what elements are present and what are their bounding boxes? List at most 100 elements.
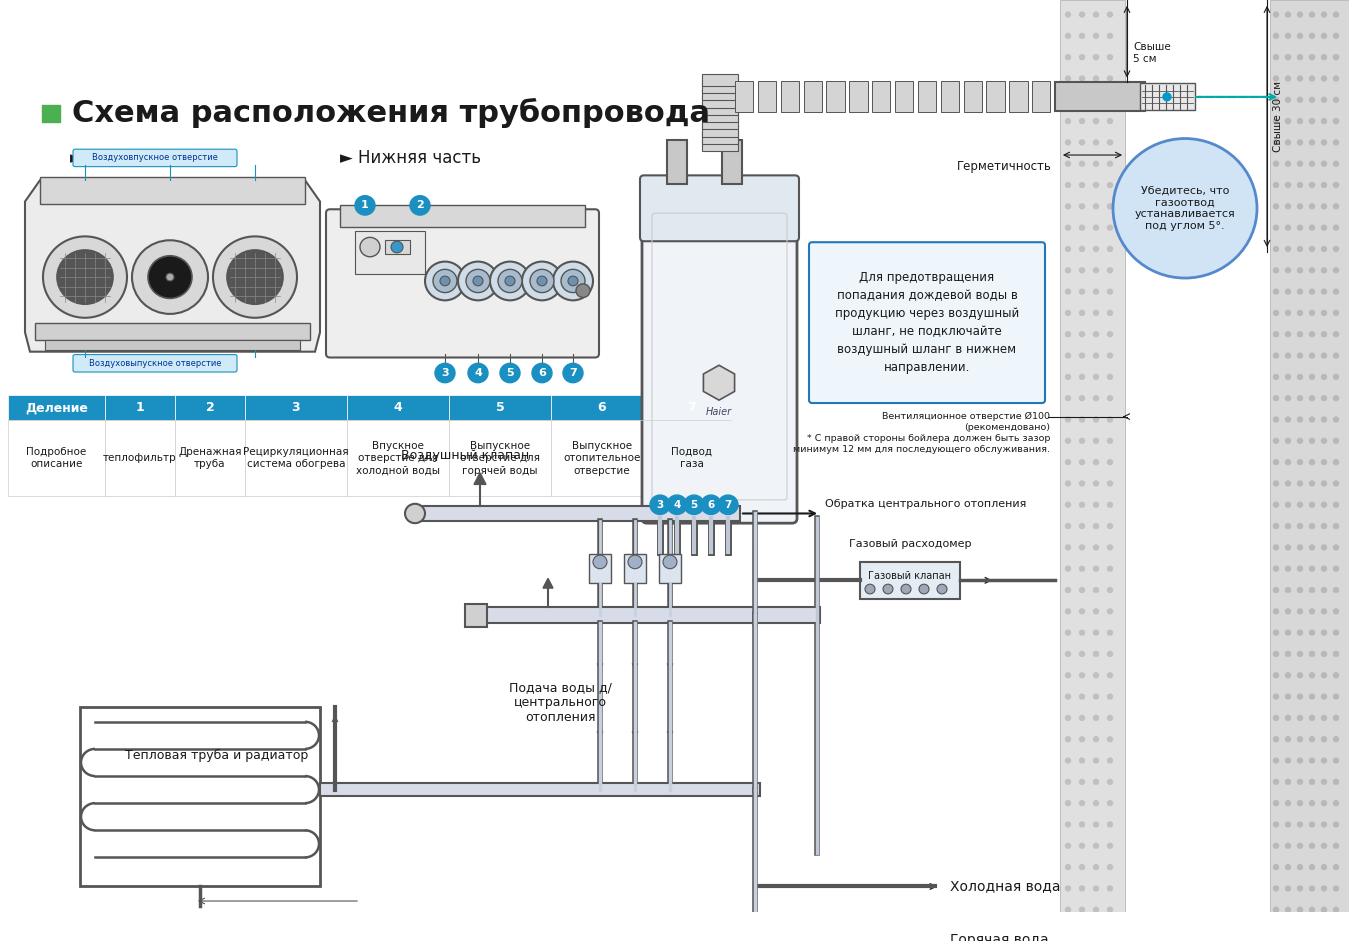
Circle shape — [1334, 289, 1338, 294]
Circle shape — [1334, 587, 1338, 593]
Circle shape — [901, 584, 911, 594]
Circle shape — [1273, 843, 1279, 848]
Circle shape — [576, 284, 590, 297]
Circle shape — [532, 363, 552, 383]
Bar — [590, 554, 611, 583]
Circle shape — [1094, 97, 1098, 103]
Circle shape — [1273, 779, 1279, 784]
Circle shape — [1286, 715, 1291, 720]
Circle shape — [1322, 183, 1326, 187]
Circle shape — [1108, 481, 1113, 486]
Circle shape — [1108, 204, 1113, 209]
Circle shape — [1310, 566, 1314, 571]
Circle shape — [1079, 12, 1085, 17]
Circle shape — [1298, 396, 1303, 401]
Circle shape — [1286, 545, 1291, 550]
Circle shape — [1066, 673, 1071, 678]
Polygon shape — [703, 365, 735, 400]
Circle shape — [1273, 865, 1279, 869]
Circle shape — [1079, 801, 1085, 805]
Bar — [320, 783, 759, 796]
Text: Схема расположения трубопровода: Схема расположения трубопровода — [71, 98, 710, 128]
Circle shape — [1273, 268, 1279, 273]
Circle shape — [1286, 907, 1291, 912]
Circle shape — [1094, 204, 1098, 209]
Circle shape — [1322, 673, 1326, 678]
Circle shape — [1298, 822, 1303, 827]
Circle shape — [1273, 161, 1279, 167]
Circle shape — [1334, 55, 1338, 59]
Circle shape — [1286, 353, 1291, 358]
Circle shape — [1322, 396, 1326, 401]
Circle shape — [1286, 119, 1291, 123]
Circle shape — [1334, 140, 1338, 145]
Circle shape — [1108, 651, 1113, 657]
Circle shape — [1310, 779, 1314, 784]
Bar — [486, 608, 820, 623]
Circle shape — [1310, 609, 1314, 614]
Circle shape — [1273, 630, 1279, 635]
Circle shape — [1298, 737, 1303, 742]
Circle shape — [1094, 247, 1098, 251]
Circle shape — [1094, 822, 1098, 827]
Circle shape — [1310, 587, 1314, 593]
Circle shape — [1066, 375, 1071, 379]
Text: Убедитесь, что
газоотвод
устанавливается
под углом 5°.: Убедитесь, что газоотвод устанавливается… — [1135, 186, 1236, 231]
Circle shape — [1334, 523, 1338, 529]
Circle shape — [1094, 545, 1098, 550]
Circle shape — [1334, 268, 1338, 273]
Circle shape — [1113, 138, 1257, 278]
Circle shape — [1322, 481, 1326, 486]
Text: Обратка центрального отопления: Обратка центрального отопления — [826, 499, 1027, 509]
Circle shape — [1286, 481, 1291, 486]
Circle shape — [1079, 502, 1085, 507]
Circle shape — [1273, 822, 1279, 827]
Circle shape — [1066, 161, 1071, 167]
Circle shape — [1094, 460, 1098, 465]
Circle shape — [1079, 76, 1085, 81]
Circle shape — [563, 363, 583, 383]
Circle shape — [465, 269, 490, 293]
Circle shape — [1298, 353, 1303, 358]
Circle shape — [1079, 311, 1085, 315]
Text: Тепловая труба и радиатор: Тепловая труба и радиатор — [124, 749, 308, 762]
Circle shape — [1298, 545, 1303, 550]
Circle shape — [1108, 76, 1113, 81]
Text: Воздуховыпускное отверстие: Воздуховыпускное отверстие — [89, 359, 221, 368]
Circle shape — [1066, 545, 1071, 550]
Circle shape — [1286, 630, 1291, 635]
Circle shape — [1066, 76, 1071, 81]
Circle shape — [1066, 55, 1071, 59]
Bar — [701, 133, 738, 144]
Circle shape — [1273, 886, 1279, 891]
Circle shape — [1066, 502, 1071, 507]
Bar — [827, 81, 844, 112]
Circle shape — [1066, 737, 1071, 742]
Circle shape — [410, 196, 430, 215]
Circle shape — [1298, 566, 1303, 571]
Bar — [105, 395, 175, 421]
Bar — [8, 421, 105, 496]
Bar — [1032, 81, 1051, 112]
Circle shape — [1066, 587, 1071, 593]
Circle shape — [1079, 439, 1085, 443]
Circle shape — [1310, 161, 1314, 167]
Text: 6: 6 — [707, 500, 715, 510]
Circle shape — [1079, 822, 1085, 827]
Circle shape — [1286, 801, 1291, 805]
Text: 5: 5 — [495, 402, 505, 414]
Bar — [42, 104, 59, 122]
Bar — [340, 205, 585, 227]
Circle shape — [1298, 587, 1303, 593]
Circle shape — [1334, 204, 1338, 209]
Bar — [653, 421, 731, 496]
Circle shape — [1298, 460, 1303, 465]
Circle shape — [1310, 822, 1314, 827]
Circle shape — [1094, 502, 1098, 507]
Circle shape — [43, 236, 127, 318]
Circle shape — [1273, 651, 1279, 657]
Circle shape — [1286, 886, 1291, 891]
Text: 6: 6 — [538, 368, 546, 378]
Circle shape — [1334, 439, 1338, 443]
Circle shape — [1286, 843, 1291, 848]
